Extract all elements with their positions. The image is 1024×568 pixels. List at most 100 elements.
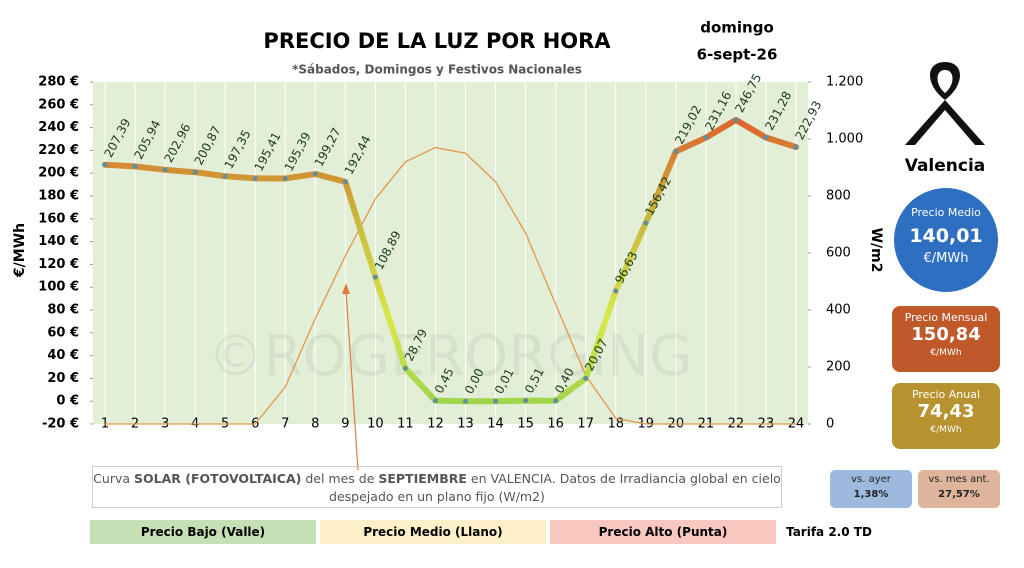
mensual-value: 150,84 [911,324,981,345]
x-tick-label: 9 [341,417,349,432]
price-point [703,135,709,141]
y2-tick-label: 0 [826,417,834,432]
x-tick-label: 14 [487,417,504,432]
x-tick-label: 18 [607,417,624,432]
y2-tick-label: 800 [826,189,851,204]
ayer-label: vs. ayer [851,474,891,485]
tarifa: Tarifa 2.0 TD [786,525,872,539]
price-point [493,398,499,404]
note-part: SOLAR (FOTOVOLTAICA) [134,471,302,486]
price-point [463,398,469,404]
y-tick-label: 80 € [47,303,79,318]
price-line [102,116,799,405]
y-tick-label: 20 € [47,371,79,386]
legend-low: Precio Bajo (Valle) [90,520,316,544]
price-point [763,135,769,141]
mensual-unit: €/MWh [930,348,962,358]
price-point [162,167,168,173]
mensual-box: Precio Mensual 150,84 €/MWh [892,306,1000,372]
arrow [345,289,359,471]
price-point [673,149,679,155]
x-tick-label: 8 [311,417,319,432]
solar-line [105,146,796,425]
anual-label: Precio Anual [911,388,981,401]
legend-high: Precio Alto (Punta) [550,520,776,544]
y-tick-label: 0 € [56,394,79,409]
y-tick-label: 260 € [38,97,79,112]
price-point [432,398,438,404]
y-tick-label: 220 € [38,143,79,158]
price-point [222,173,228,179]
mes-box: vs. mes ant. 27,57% [918,470,1000,508]
mes-value: 27,57% [938,489,980,500]
price-point [192,169,198,175]
anual-value: 74,43 [917,401,975,422]
y-tick-label: 180 € [38,189,79,204]
price-point [583,375,589,381]
x-tick-label: 11 [397,417,414,432]
x-tick-label: 15 [517,417,534,432]
y2-tick-label: 1.200 [826,75,863,90]
y2-tick-label: 400 [826,303,851,318]
anual-box: Precio Anual 74,43 €/MWh [892,383,1000,449]
medio-value: 140,01 [909,225,983,247]
y-tick-label: -20 € [42,417,79,432]
price-point [372,274,378,280]
price-point [613,288,619,294]
price-point [282,175,288,181]
y-tick-label: 240 € [38,120,79,135]
y-tick-label: 120 € [38,257,79,272]
ayer-value: 1,38% [853,489,889,500]
y2-axis-label: W/m2 [868,228,884,273]
anual-unit: €/MWh [930,425,962,435]
y-tick-label: 60 € [47,325,79,340]
chart-title: PRECIO DE LA LUZ POR HORA [263,29,611,53]
price-point [402,365,408,371]
y-tick-label: 40 € [47,348,79,363]
y2-tick-label: 200 [826,360,851,375]
price-point [342,179,348,185]
price-point [553,398,559,404]
medio-label: Precio Medio [911,206,981,219]
mensual-label: Precio Mensual [904,311,988,324]
price-point [793,144,799,150]
day: domingo [700,19,774,37]
x-tick-label: 12 [427,417,444,432]
y2-tick-label: 600 [826,246,851,261]
note-part: en VALENCIA. Datos de Irradiancia global… [329,471,781,504]
price-point [523,398,529,404]
price-point [252,175,258,181]
price-point [132,163,138,169]
y-axis-label: €/MWh [12,223,28,278]
mes-label: vs. mes ant. [928,474,990,485]
city: Valencia [904,156,986,176]
x-tick-label: 16 [547,417,564,432]
x-tick-label: 17 [577,417,594,432]
arrow-head [342,283,350,294]
y2-tick-label: 1.000 [826,132,863,147]
y-tick-label: 100 € [38,280,79,295]
x-tick-label: 10 [367,417,384,432]
ayer-box: vs. ayer 1,38% [830,470,912,508]
y-tick-label: 160 € [38,211,79,226]
note-part: SEPTIEMBRE [378,471,467,486]
medio-circle: Precio Medio 140,01 €/MWh [894,188,998,292]
y-tick-label: 140 € [38,234,79,249]
x-tick-label: 13 [457,417,474,432]
price-point [733,117,739,123]
ribbon-icon [905,62,985,145]
price-point [102,162,108,168]
price-point [312,171,318,177]
date: 6-sept-26 [697,46,778,64]
y-tick-label: 200 € [38,166,79,181]
x-tick-label: 7 [281,417,289,432]
medio-unit: €/MWh [923,251,969,266]
note: Curva SOLAR (FOTOVOLTAICA) del mes de SE… [92,466,782,508]
subtitle: *Sábados, Domingos y Festivos Nacionales [292,63,582,77]
plot-background [93,82,808,424]
y-tick-label: 280 € [38,75,79,90]
note-part: del mes de [301,471,379,486]
legend-mid: Precio Medio (Llano) [320,520,546,544]
